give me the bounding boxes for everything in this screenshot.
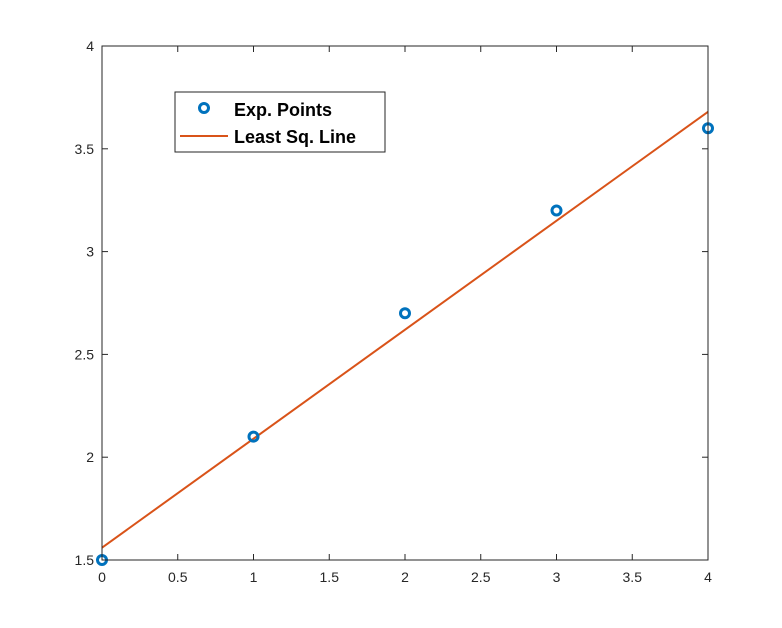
x-tick-label: 2 — [401, 569, 409, 585]
least-sq-line — [101, 110, 709, 549]
legend-box — [174, 91, 386, 153]
x-tick-label: 1 — [250, 569, 258, 585]
exp-point-marker — [247, 430, 260, 443]
x-tick-label: 0.5 — [168, 569, 188, 585]
x-tick-label: 4 — [704, 569, 712, 585]
legend-label-least-sq-line: Least Sq. Line — [234, 127, 356, 147]
y-tick-label: 2 — [86, 449, 94, 465]
legend: Exp. Points Least Sq. Line — [174, 91, 386, 153]
x-tick-label: 0 — [98, 569, 106, 585]
exp-point-marker — [399, 307, 411, 320]
legend-marker-exp-points — [198, 102, 210, 114]
x-tick-label: 3 — [553, 569, 561, 585]
x-tick-label: 1.5 — [320, 569, 340, 585]
x-tick-label: 2.5 — [471, 569, 491, 585]
y-tick-label: 1.5 — [75, 552, 95, 568]
y-tick-label: 4 — [86, 38, 94, 54]
exp-point-marker — [550, 204, 563, 217]
x-tick-label: 3.5 — [623, 569, 643, 585]
y-tick-label: 3 — [86, 244, 94, 260]
legend-label-exp-points: Exp. Points — [234, 100, 332, 120]
y-tick-label: 2.5 — [75, 346, 95, 362]
y-tick-label: 3.5 — [75, 141, 95, 157]
